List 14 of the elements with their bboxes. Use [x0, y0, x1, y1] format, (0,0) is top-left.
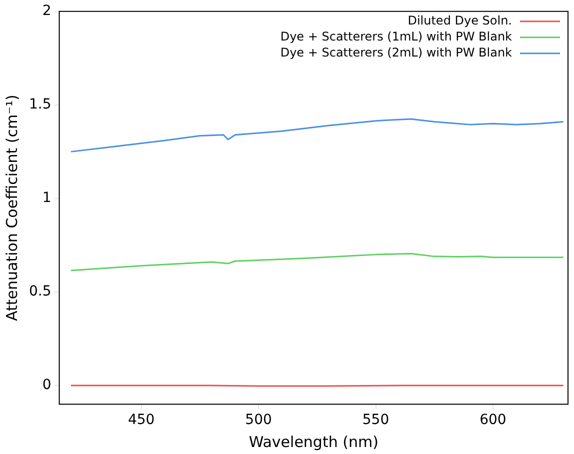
x-tick-label: 450: [128, 412, 155, 428]
x-tick-label: 500: [245, 412, 272, 428]
x-tick-label: 600: [480, 412, 506, 428]
y-tick-label: 0: [42, 377, 52, 394]
x-axis-title: Wavelength (nm): [248, 432, 378, 451]
y-axis-title: Attenuation Coefficient (cm⁻¹): [2, 94, 21, 321]
y-tick-label: 0.5: [29, 284, 52, 300]
y-tick-label: 2: [42, 3, 52, 20]
legend-label: Diluted Dye Soln.: [408, 14, 512, 28]
x-tick-label: 550: [362, 412, 390, 428]
legend-label: Dye + Scatterers (2mL) with PW Blank: [280, 46, 512, 60]
legend-label: Dye + Scatterers (1mL) with PW Blank: [280, 30, 512, 44]
y-tick-label: 1.5: [29, 96, 52, 113]
y-tick-label: 1: [42, 190, 52, 206]
